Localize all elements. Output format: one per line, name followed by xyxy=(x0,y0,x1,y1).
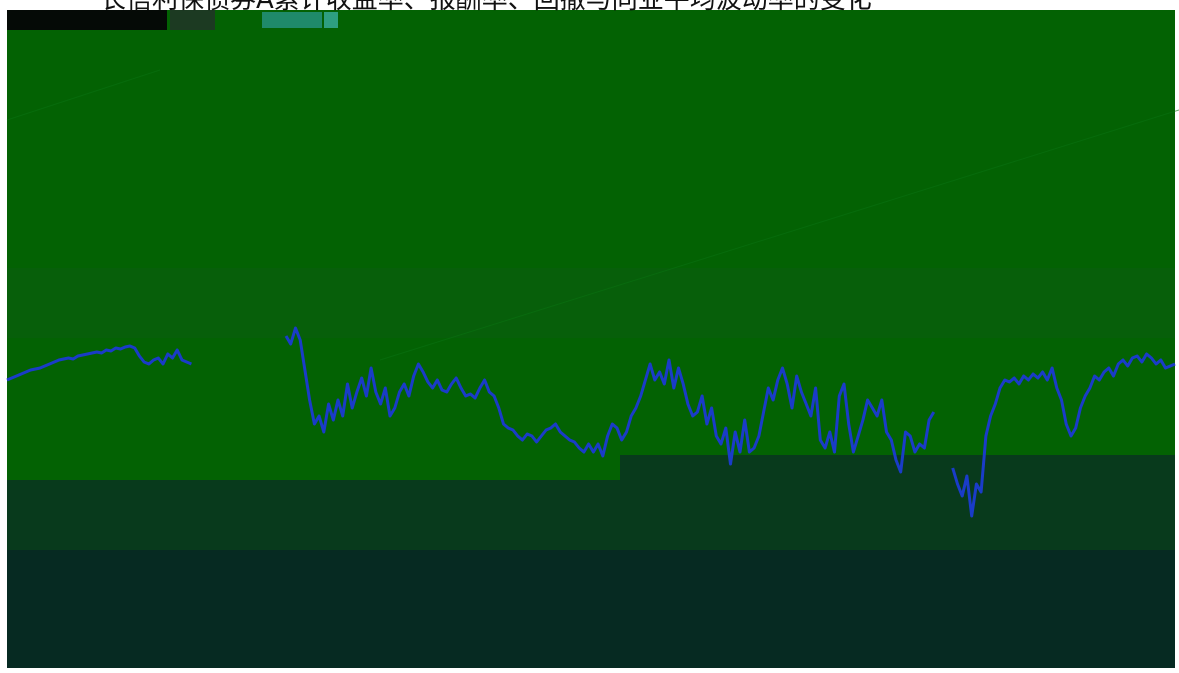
background-streak-1 xyxy=(379,109,1179,361)
series-line-group xyxy=(6,326,1176,518)
legend-block-2 xyxy=(170,10,215,30)
background-streak-0 xyxy=(6,69,161,121)
band-dark xyxy=(7,480,1175,550)
legend-strip xyxy=(0,0,1179,34)
band-bottom xyxy=(7,550,1175,668)
band-upper-mid xyxy=(7,268,1175,338)
legend-block-3 xyxy=(262,12,322,28)
background-bands xyxy=(6,10,1179,668)
legend-block-4 xyxy=(324,12,338,28)
chart-title: 长信利保债券A累计收益率、报酬率、回撤与同业平均波动率的变化 xyxy=(100,0,872,15)
legend-block-1 xyxy=(7,10,167,30)
band-mid-step xyxy=(620,455,1000,480)
band-top xyxy=(7,10,1175,268)
series-line xyxy=(6,326,1176,518)
band-right-step xyxy=(1000,455,1175,480)
